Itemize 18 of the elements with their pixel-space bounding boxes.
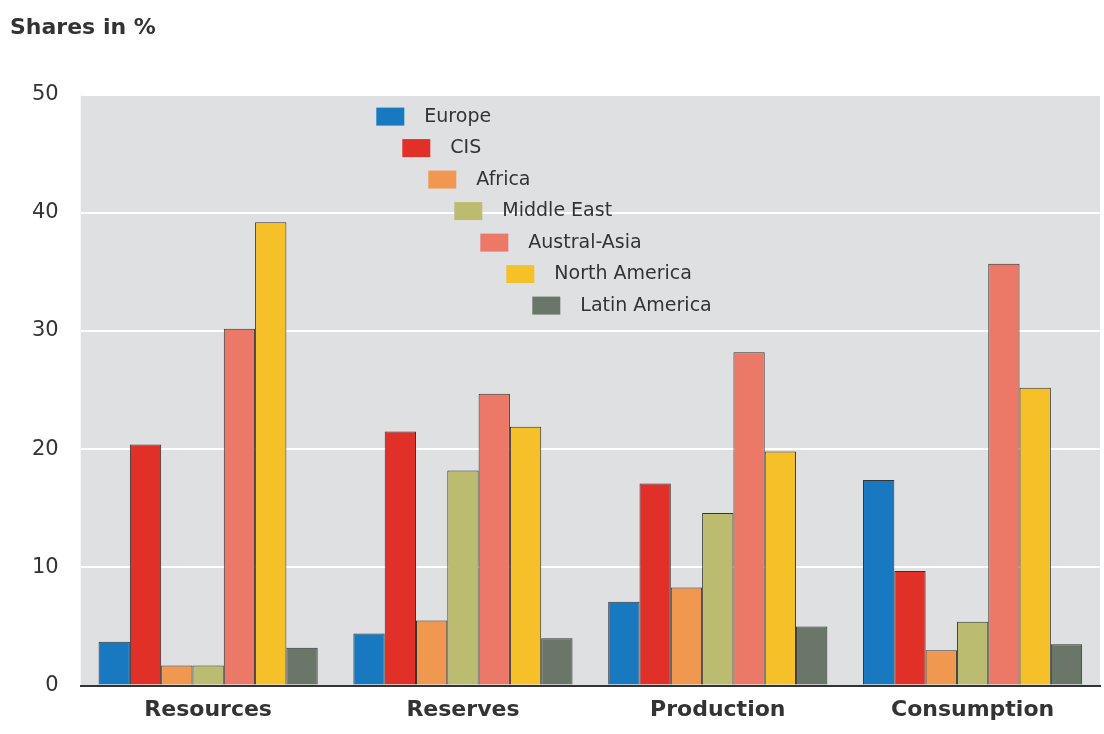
x-tick-label: Resources xyxy=(144,695,272,721)
legend-label: Middle East xyxy=(502,198,613,221)
legend-label: CIS xyxy=(450,135,482,158)
y-axis-title: Shares in % xyxy=(10,14,156,39)
legend-label: Europe xyxy=(424,103,492,126)
y-tick-label: 20 xyxy=(31,435,59,460)
legend-label: Africa xyxy=(476,166,531,189)
legend-label: Latin America xyxy=(580,292,712,315)
y-tick-label: 50 xyxy=(31,81,59,106)
y-tick-label: 40 xyxy=(31,199,59,224)
y-tick-label: 30 xyxy=(31,317,59,342)
legend-label: Austral-Asia xyxy=(528,229,642,252)
x-tick-label: Consumption xyxy=(891,695,1055,721)
x-tick-label: Reserves xyxy=(406,695,520,721)
y-tick-label: 0 xyxy=(45,672,59,697)
x-tick-label: Production xyxy=(650,695,786,721)
legend-label: North America xyxy=(554,261,692,284)
y-tick-label: 10 xyxy=(31,553,59,578)
